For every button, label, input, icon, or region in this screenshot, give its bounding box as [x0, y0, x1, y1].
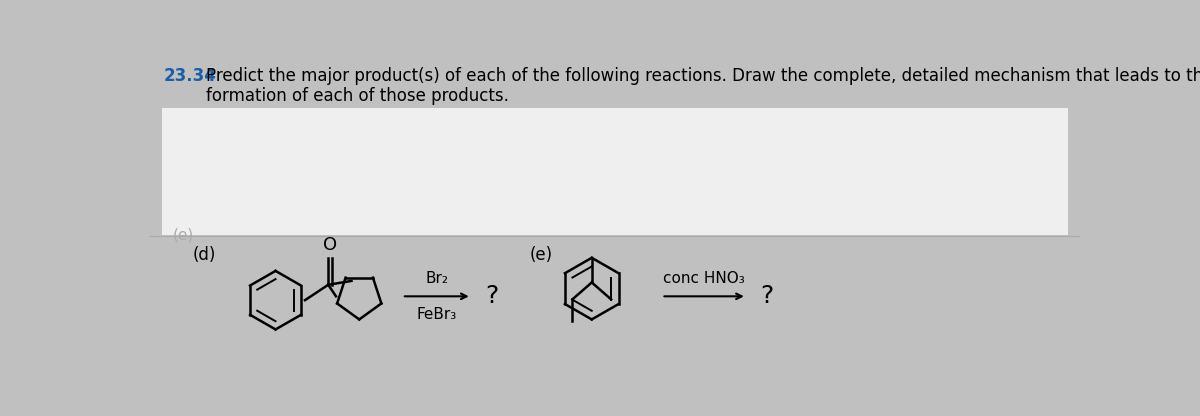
Text: (e): (e): [173, 227, 194, 242]
Text: conc HNO₃: conc HNO₃: [664, 270, 745, 285]
Text: formation of each of those products.: formation of each of those products.: [206, 87, 509, 105]
Text: (d): (d): [193, 246, 216, 264]
Text: ?: ?: [761, 284, 774, 308]
Text: Predict the major product(s) of each of the following reactions. Draw the comple: Predict the major product(s) of each of …: [206, 67, 1200, 85]
Text: ?: ?: [486, 284, 499, 308]
Text: (e): (e): [529, 246, 553, 264]
Text: Br₂: Br₂: [425, 270, 449, 285]
Text: FeBr₃: FeBr₃: [416, 307, 457, 322]
Text: O: O: [323, 236, 337, 254]
Bar: [162, 108, 1068, 235]
Text: 23.34: 23.34: [164, 67, 217, 85]
